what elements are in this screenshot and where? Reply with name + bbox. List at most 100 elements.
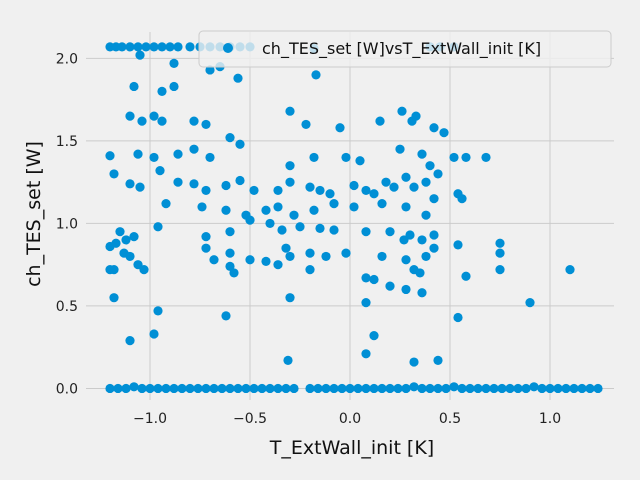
data-point	[137, 116, 147, 126]
data-point	[341, 152, 351, 163]
data-point	[221, 311, 231, 321]
y-tick-label: 0.0	[56, 381, 78, 397]
data-point	[481, 383, 491, 394]
data-point	[361, 383, 371, 394]
data-point	[225, 383, 235, 394]
data-point	[133, 42, 143, 52]
data-point	[301, 119, 311, 130]
data-point	[361, 185, 371, 196]
data-point	[209, 255, 219, 265]
data-point	[561, 383, 571, 394]
data-point	[401, 284, 411, 295]
data-point	[349, 180, 359, 191]
data-point	[329, 225, 339, 235]
data-point	[233, 383, 243, 394]
data-point	[335, 123, 345, 133]
data-point	[177, 383, 187, 394]
data-point	[421, 177, 431, 187]
data-point	[225, 248, 235, 258]
data-point	[489, 383, 499, 394]
data-point	[429, 243, 439, 253]
data-point	[189, 116, 199, 126]
data-point	[421, 210, 431, 220]
data-point	[111, 238, 121, 248]
data-point	[417, 288, 427, 298]
data-point	[375, 116, 385, 126]
data-point	[349, 202, 359, 212]
data-point	[109, 293, 119, 303]
data-point	[285, 293, 295, 303]
data-point	[197, 202, 207, 212]
data-point	[495, 265, 505, 275]
data-point	[169, 58, 179, 68]
data-point	[235, 175, 245, 186]
data-point	[261, 256, 271, 266]
data-point	[241, 383, 251, 394]
data-point	[105, 151, 115, 161]
data-point	[173, 177, 183, 187]
x-tick-label: −0.5	[233, 411, 267, 427]
data-point	[577, 383, 587, 394]
data-point	[125, 179, 135, 189]
data-point	[205, 152, 215, 163]
data-point	[149, 152, 159, 163]
data-point	[429, 230, 439, 240]
data-point	[201, 119, 211, 130]
data-point	[585, 383, 595, 394]
data-point	[285, 177, 295, 187]
data-point	[185, 383, 195, 394]
data-point	[157, 116, 167, 126]
data-point	[385, 281, 395, 291]
data-point	[525, 298, 535, 308]
data-point	[495, 238, 505, 248]
data-point	[285, 106, 295, 116]
data-point	[157, 42, 167, 52]
data-point	[401, 255, 411, 265]
x-tick-labels: −1.0 −0.5 0.0 0.5 1.0	[133, 411, 561, 427]
data-point	[545, 383, 555, 394]
data-point	[361, 298, 371, 308]
data-point	[377, 199, 387, 209]
data-point	[395, 144, 405, 154]
data-point	[225, 133, 235, 143]
data-point	[345, 383, 355, 394]
y-axis-title: ch_TES_set [W]	[23, 141, 45, 287]
data-point	[285, 161, 295, 171]
data-point	[155, 166, 165, 176]
data-point	[417, 383, 427, 394]
data-point	[273, 383, 283, 394]
data-point	[277, 225, 287, 235]
data-point	[325, 189, 335, 199]
data-point	[281, 383, 291, 394]
data-point	[137, 383, 147, 394]
data-point	[361, 273, 371, 283]
data-point	[289, 210, 299, 220]
data-point	[453, 240, 463, 250]
data-point	[205, 65, 215, 75]
data-point	[369, 331, 379, 341]
data-point	[521, 383, 531, 394]
data-point	[105, 383, 115, 394]
x-tick-label: 1.0	[539, 411, 561, 427]
data-point	[169, 81, 179, 92]
data-point	[149, 111, 159, 121]
data-point	[249, 383, 259, 394]
data-point	[439, 128, 449, 138]
data-point	[283, 355, 293, 365]
data-point	[149, 329, 159, 339]
data-point	[153, 306, 163, 316]
data-point	[265, 383, 275, 394]
data-point	[173, 149, 183, 159]
data-point	[417, 149, 427, 159]
data-point	[113, 383, 123, 394]
data-point	[141, 42, 151, 52]
data-point	[377, 383, 387, 394]
data-point	[421, 251, 431, 262]
data-point	[125, 251, 135, 262]
data-point	[305, 182, 315, 192]
data-point	[481, 152, 491, 163]
data-point	[161, 383, 171, 394]
data-point	[429, 194, 439, 204]
data-point	[305, 248, 315, 258]
data-point	[311, 70, 321, 80]
